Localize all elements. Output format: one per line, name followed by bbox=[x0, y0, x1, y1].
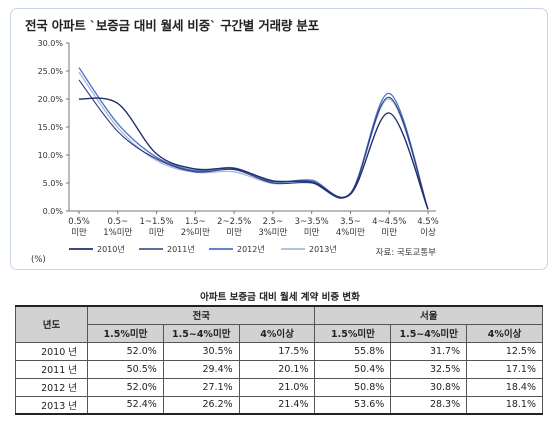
row-year: 2010 년 bbox=[15, 341, 88, 361]
row-year: 2011 년 bbox=[15, 359, 88, 379]
table-cell: 29.4% bbox=[162, 359, 240, 379]
column-header: 4%이상 bbox=[238, 323, 316, 343]
y-unit-label: (%) bbox=[31, 255, 46, 265]
ratio-table: 년도 전국 서울 1.5%미만 1.5~4%미만 4%이상 1.5%미만 1.5… bbox=[15, 305, 543, 415]
table-cell: 18.1% bbox=[466, 395, 543, 415]
table-cell: 17.5% bbox=[238, 341, 316, 361]
table-cell: 31.7% bbox=[390, 341, 468, 361]
x-tick-label: 3~3.5% bbox=[295, 217, 329, 227]
x-tick-label: 1.5~ bbox=[185, 217, 206, 227]
column-header: 1.5%미만 bbox=[314, 323, 392, 343]
series-line-2010년 bbox=[78, 97, 429, 210]
table-row: 2010 년 52.0% 30.5% 17.5% 55.8% 31.7% 12.… bbox=[15, 341, 543, 361]
table-cell: 50.4% bbox=[314, 359, 392, 379]
table-cell: 27.1% bbox=[162, 377, 240, 397]
table-row: 2012 년 52.0% 27.1% 21.0% 50.8% 30.8% 18.… bbox=[15, 377, 543, 397]
table-cell: 17.1% bbox=[466, 359, 543, 379]
table-cell: 52.4% bbox=[87, 395, 164, 415]
table-group-header-row: 년도 전국 서울 bbox=[15, 305, 543, 343]
table-column-header-row: 1.5%미만 1.5~4%미만 4%이상 1.5%미만 1.5~4%미만 4%이… bbox=[16, 323, 543, 343]
table-cell: 53.6% bbox=[314, 395, 392, 415]
table-title: 아파트 보증금 대비 월세 계약 비중 변화 bbox=[200, 292, 360, 303]
table-cell: 30.5% bbox=[162, 341, 240, 361]
table-cell: 50.5% bbox=[87, 359, 164, 379]
x-tick-label: 4.5% bbox=[417, 217, 439, 227]
column-header: 1.5%미만 bbox=[87, 323, 164, 343]
table-cell: 26.2% bbox=[162, 395, 240, 415]
table-row: 2013 년 52.4% 26.2% 21.4% 53.6% 28.3% 18.… bbox=[15, 395, 543, 415]
series-line-2011년 bbox=[78, 79, 429, 210]
y-tick-label: 25.0% bbox=[38, 67, 64, 76]
x-tick-label: 미만 bbox=[226, 228, 242, 238]
table-cell: 52.0% bbox=[87, 377, 164, 397]
group-header-seoul: 서울 bbox=[314, 305, 543, 325]
x-tick-label: 3.5~ bbox=[340, 217, 361, 227]
column-header: 1.5~4%미만 bbox=[390, 323, 468, 343]
series-line-2013년 bbox=[78, 71, 429, 210]
table-cell: 50.8% bbox=[314, 377, 392, 397]
y-tick-label: 10.0% bbox=[38, 151, 64, 160]
x-tick-label: 1~1.5% bbox=[139, 217, 173, 227]
column-header: 4%이상 bbox=[466, 323, 543, 343]
table-cell: 12.5% bbox=[466, 341, 543, 361]
x-tick-label: 미만 bbox=[71, 228, 87, 238]
column-header: 1.5~4%미만 bbox=[162, 323, 240, 343]
x-tick-label: 0.5% bbox=[68, 217, 90, 227]
y-tick-label: 5.0% bbox=[43, 179, 64, 188]
x-tick-label: 4%미만 bbox=[336, 228, 365, 238]
line-chart: 0.0%5.0%10.0%15.0%20.0%25.0%30.0%0.5%미만0… bbox=[31, 39, 439, 265]
y-tick-label: 0.0% bbox=[43, 207, 64, 216]
x-tick-label: 3%미만 bbox=[258, 228, 287, 238]
chart-title: 전국 아파트 `보증금 대비 월세 비중` 구간별 거래량 분포 bbox=[25, 18, 319, 33]
legend-label: 2010년 bbox=[97, 244, 125, 254]
source-note: 자료: 국토교통부 bbox=[376, 248, 436, 258]
x-tick-label: 2%미만 bbox=[181, 228, 210, 238]
x-tick-label: 1%미만 bbox=[103, 228, 132, 238]
x-tick-label: 미만 bbox=[149, 228, 165, 238]
legend-label: 2011년 bbox=[167, 244, 195, 254]
y-tick-label: 30.0% bbox=[38, 39, 64, 48]
table-cell: 32.5% bbox=[390, 359, 468, 379]
legend-label: 2012년 bbox=[237, 244, 265, 254]
table-cell: 20.1% bbox=[238, 359, 316, 379]
year-header: 년도 bbox=[15, 305, 88, 343]
table-cell: 18.4% bbox=[466, 377, 543, 397]
row-year: 2012 년 bbox=[15, 377, 88, 397]
x-tick-label: 0.5~ bbox=[107, 217, 128, 227]
x-tick-label: 미만 bbox=[304, 228, 320, 238]
legend-label: 2013년 bbox=[309, 244, 337, 254]
y-tick-label: 15.0% bbox=[38, 123, 64, 132]
series-line-2012년 bbox=[78, 67, 429, 210]
table-cell: 52.0% bbox=[87, 341, 164, 361]
y-tick-label: 20.0% bbox=[38, 95, 64, 104]
x-tick-label: 4~4.5% bbox=[372, 217, 406, 227]
chart-panel: 전국 아파트 `보증금 대비 월세 비중` 구간별 거래량 분포 0.0% 5.0… bbox=[10, 8, 548, 270]
table-cell: 21.0% bbox=[238, 377, 316, 397]
x-tick-label: 2~2.5% bbox=[217, 217, 251, 227]
group-header-national: 전국 bbox=[86, 305, 316, 325]
table-cell: 55.8% bbox=[314, 341, 392, 361]
table-cell: 28.3% bbox=[390, 395, 468, 415]
x-tick-label: 이상 bbox=[420, 227, 436, 238]
x-tick-label: 2.5~ bbox=[263, 217, 284, 227]
table-row: 2011 년 50.5% 29.4% 20.1% 50.4% 32.5% 17.… bbox=[15, 359, 543, 379]
x-tick-label: 미만 bbox=[381, 228, 397, 238]
table-cell: 21.4% bbox=[238, 395, 316, 415]
row-year: 2013 년 bbox=[15, 395, 88, 415]
table-cell: 30.8% bbox=[390, 377, 468, 397]
